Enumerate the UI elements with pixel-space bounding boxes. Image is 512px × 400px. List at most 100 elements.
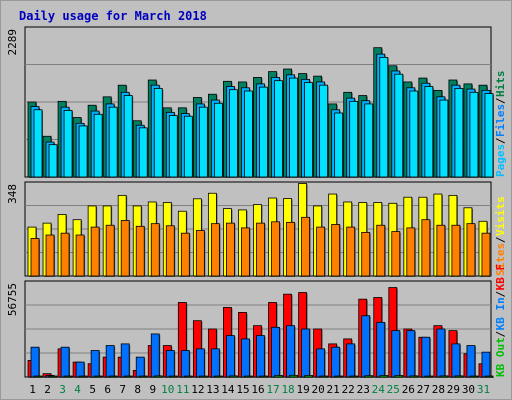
bar-sites-day-23 xyxy=(361,231,371,277)
x-tick-label-5: 5 xyxy=(89,383,96,396)
bar-sites-day-30 xyxy=(466,223,476,277)
bar-kb-out-day-28 xyxy=(439,375,449,378)
x-tick-label-22: 22 xyxy=(342,383,355,396)
bar-kb-out-day-25 xyxy=(394,375,404,378)
x-tick-label-7: 7 xyxy=(119,383,126,396)
bar-kb-out-day-16 xyxy=(259,375,268,378)
bar-sites-day-17 xyxy=(271,221,280,277)
bar-kb-out-day-15 xyxy=(244,375,253,378)
bar-kb-in-day-17 xyxy=(271,326,280,378)
bar-pages-day-10 xyxy=(168,115,178,178)
x-tick-label-3: 3 xyxy=(59,383,66,396)
bar-kb-in-day-14 xyxy=(226,335,235,378)
legend-separator: / xyxy=(494,97,507,104)
x-tick-label-24: 24 xyxy=(372,383,386,396)
bar-kb-in-day-9 xyxy=(150,333,160,378)
x-tick-label-20: 20 xyxy=(312,383,325,396)
bar-kb-in-day-4 xyxy=(75,361,85,378)
bar-sites-day-1 xyxy=(30,238,40,277)
bar-pages-day-30 xyxy=(469,91,479,178)
bar-shadow xyxy=(50,377,59,378)
bar-kb-in-day-22 xyxy=(346,343,356,378)
legend-kb-out: KB Out xyxy=(494,337,507,377)
bar-pages-day-7 xyxy=(123,95,133,178)
bar-kb-out-day-29 xyxy=(454,375,464,378)
bar-kb-in-day-31 xyxy=(481,351,491,378)
bar-kb-out-day-11 xyxy=(183,375,193,378)
bar-kb-out-day-30 xyxy=(469,375,479,378)
bar-kb-out-day-3 xyxy=(63,375,73,378)
bar-pages-day-22 xyxy=(349,100,359,178)
legend-files: Files xyxy=(494,104,507,137)
ymax-label: 2289 xyxy=(6,29,19,56)
bar-shadow xyxy=(155,376,164,378)
bar-shadow xyxy=(140,377,149,378)
x-tick-label-8: 8 xyxy=(134,383,141,396)
bar-sites-day-18 xyxy=(286,221,295,277)
bar-pages-day-9 xyxy=(153,88,163,178)
bar-pages-day-1 xyxy=(33,109,43,178)
x-tick-label-31: 31 xyxy=(477,383,490,396)
bar-kb-out-day-4 xyxy=(78,375,88,378)
bar-sites-day-3 xyxy=(60,232,70,277)
bar-shadow xyxy=(35,377,43,378)
bar-kb-in-day-5 xyxy=(90,350,100,378)
bar-sites-day-2 xyxy=(45,234,55,277)
bar-pages-day-18 xyxy=(289,77,298,178)
x-tick-label-25: 25 xyxy=(387,383,400,396)
x-tick-label-26: 26 xyxy=(402,383,415,396)
bar-shadow xyxy=(245,377,254,378)
bar-kb-in-day-26 xyxy=(406,330,416,378)
legend-separator: / xyxy=(494,236,507,243)
bar-kb-out-day-13 xyxy=(213,375,223,378)
bar-kb-out-day-6 xyxy=(108,375,118,378)
bar-kb-in-day-10 xyxy=(165,350,175,378)
bar-sites-day-19 xyxy=(301,216,310,277)
bar-sites-day-5 xyxy=(90,226,100,277)
bar-pages-day-20 xyxy=(319,84,329,178)
bar-kb-out-day-24 xyxy=(379,375,389,378)
legend-kb-in: KB In xyxy=(494,297,507,330)
bar-sites-day-7 xyxy=(120,220,130,277)
bar-sites-day-10 xyxy=(165,225,175,277)
bar-kb-out-day-22 xyxy=(349,375,359,378)
bar-shadow xyxy=(410,376,419,378)
bar-sites-day-26 xyxy=(406,227,416,277)
bar-pages-day-29 xyxy=(454,88,464,178)
x-tick-label-28: 28 xyxy=(432,383,445,396)
bar-pages-day-24 xyxy=(379,56,389,178)
bar-pages-day-12 xyxy=(198,106,208,178)
bar-sites-day-14 xyxy=(226,222,235,277)
bar-kb-in-day-19 xyxy=(301,328,310,378)
bar-shadow xyxy=(170,377,179,378)
bar-shadow xyxy=(470,377,479,378)
bar-kb-in-day-30 xyxy=(466,345,476,378)
bar-shadow xyxy=(80,377,89,378)
bar-shadow xyxy=(425,377,434,378)
bar-kb-in-day-11 xyxy=(180,350,190,378)
bar-pages-day-3 xyxy=(63,110,73,178)
bar-shadow xyxy=(110,377,119,378)
bar-kb-in-day-20 xyxy=(316,348,326,378)
bar-sites-day-11 xyxy=(180,232,190,277)
x-tick-label-14: 14 xyxy=(221,383,235,396)
bar-pages-day-27 xyxy=(424,86,434,178)
bar-sites-day-4 xyxy=(75,234,85,277)
bar-sites-day-29 xyxy=(451,224,461,277)
bar-kb-out-day-2 xyxy=(48,375,58,378)
bar-shadow xyxy=(215,377,224,378)
bar-sites-day-24 xyxy=(376,224,386,277)
bar-pages-day-4 xyxy=(78,125,88,178)
bar-kb-in-day-3 xyxy=(60,346,70,378)
bar-shadow xyxy=(335,377,344,378)
bar-kb-out-day-12 xyxy=(198,375,208,378)
bar-kb-out-day-31 xyxy=(484,375,494,378)
bar-kb-in-day-13 xyxy=(210,348,220,378)
bar-pages-day-13 xyxy=(213,102,223,178)
bar-sites-day-27 xyxy=(421,219,431,277)
bar-sites-day-9 xyxy=(150,223,160,277)
legend-visits: Visits xyxy=(494,196,507,236)
bar-kb-in-day-7 xyxy=(120,343,130,378)
legend-sites: Sites xyxy=(494,243,507,276)
